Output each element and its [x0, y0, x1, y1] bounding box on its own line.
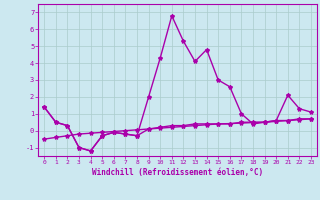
X-axis label: Windchill (Refroidissement éolien,°C): Windchill (Refroidissement éolien,°C)	[92, 168, 263, 177]
